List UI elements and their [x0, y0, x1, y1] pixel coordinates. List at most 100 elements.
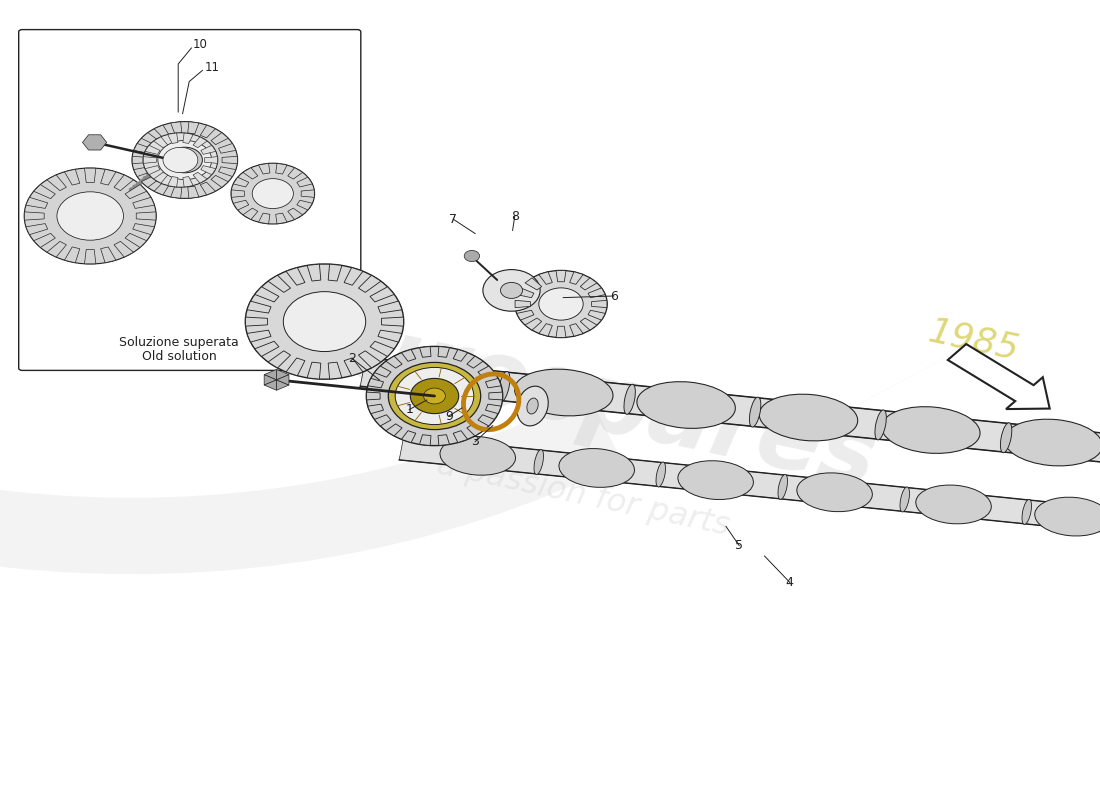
Polygon shape: [255, 286, 279, 302]
Polygon shape: [34, 185, 55, 198]
Polygon shape: [243, 168, 257, 179]
Polygon shape: [222, 156, 238, 164]
Polygon shape: [588, 310, 605, 320]
Polygon shape: [141, 133, 158, 145]
Polygon shape: [592, 300, 607, 308]
Polygon shape: [264, 374, 276, 385]
Ellipse shape: [678, 461, 754, 499]
Circle shape: [150, 170, 156, 175]
Polygon shape: [141, 175, 158, 187]
Polygon shape: [438, 346, 450, 358]
Text: 11: 11: [205, 61, 220, 74]
Ellipse shape: [759, 394, 858, 441]
Text: Old solution: Old solution: [142, 350, 217, 363]
Polygon shape: [360, 358, 1100, 466]
Polygon shape: [200, 125, 216, 138]
Polygon shape: [402, 350, 416, 362]
Polygon shape: [143, 157, 156, 163]
Circle shape: [388, 362, 481, 430]
Polygon shape: [134, 143, 151, 153]
Text: 4: 4: [785, 576, 794, 589]
Circle shape: [143, 133, 218, 187]
Polygon shape: [211, 133, 229, 145]
Text: 6: 6: [609, 290, 618, 302]
Polygon shape: [243, 208, 257, 219]
Ellipse shape: [637, 382, 735, 428]
Text: 1: 1: [405, 403, 414, 416]
Ellipse shape: [796, 473, 872, 512]
Polygon shape: [192, 137, 207, 148]
Text: 9: 9: [444, 410, 453, 422]
Polygon shape: [297, 177, 312, 187]
Circle shape: [483, 270, 540, 311]
Ellipse shape: [874, 410, 887, 440]
Circle shape: [395, 367, 474, 425]
Polygon shape: [65, 247, 80, 262]
Polygon shape: [556, 326, 566, 338]
Polygon shape: [515, 300, 530, 308]
Circle shape: [366, 346, 503, 446]
Polygon shape: [570, 324, 583, 336]
Polygon shape: [26, 198, 47, 209]
Ellipse shape: [517, 386, 548, 426]
Polygon shape: [65, 170, 80, 185]
Polygon shape: [344, 267, 363, 286]
Polygon shape: [539, 272, 552, 284]
Polygon shape: [525, 318, 541, 330]
Circle shape: [539, 288, 583, 320]
Polygon shape: [183, 177, 194, 187]
Polygon shape: [488, 392, 503, 400]
Circle shape: [135, 182, 142, 186]
Polygon shape: [359, 351, 381, 368]
Polygon shape: [374, 414, 392, 426]
Polygon shape: [154, 172, 168, 183]
Polygon shape: [378, 301, 402, 313]
Polygon shape: [219, 167, 235, 177]
Polygon shape: [367, 378, 384, 388]
Text: 7: 7: [449, 213, 458, 226]
Ellipse shape: [1000, 422, 1012, 453]
Ellipse shape: [881, 406, 980, 454]
Polygon shape: [245, 317, 267, 326]
Polygon shape: [288, 168, 302, 179]
Polygon shape: [34, 234, 55, 247]
Polygon shape: [258, 163, 270, 174]
Polygon shape: [100, 170, 116, 185]
Polygon shape: [367, 404, 384, 414]
Polygon shape: [183, 133, 194, 143]
Polygon shape: [386, 356, 403, 368]
Polygon shape: [85, 168, 96, 182]
Polygon shape: [211, 175, 229, 187]
Text: eurospares: eurospares: [282, 293, 884, 507]
Polygon shape: [47, 242, 66, 257]
Polygon shape: [248, 330, 271, 342]
Polygon shape: [125, 234, 146, 247]
Polygon shape: [525, 278, 541, 290]
Polygon shape: [233, 177, 249, 187]
Polygon shape: [167, 133, 178, 143]
Polygon shape: [378, 330, 402, 342]
Polygon shape: [370, 342, 394, 357]
Circle shape: [132, 184, 139, 189]
Polygon shape: [466, 356, 483, 368]
Ellipse shape: [515, 369, 613, 416]
Polygon shape: [453, 430, 468, 442]
Circle shape: [424, 388, 446, 404]
Polygon shape: [200, 146, 216, 154]
Polygon shape: [276, 374, 289, 385]
Polygon shape: [485, 404, 502, 414]
Ellipse shape: [624, 384, 636, 414]
Circle shape: [500, 282, 522, 298]
Ellipse shape: [916, 485, 991, 524]
Polygon shape: [192, 172, 207, 183]
Polygon shape: [286, 358, 305, 376]
Polygon shape: [82, 134, 107, 150]
Polygon shape: [386, 424, 403, 436]
Text: a passion for parts: a passion for parts: [433, 450, 733, 542]
Text: 1985: 1985: [925, 314, 1022, 366]
Text: 2: 2: [348, 352, 356, 365]
Polygon shape: [132, 156, 147, 164]
Polygon shape: [276, 163, 287, 174]
Ellipse shape: [656, 462, 666, 487]
Polygon shape: [301, 190, 315, 198]
